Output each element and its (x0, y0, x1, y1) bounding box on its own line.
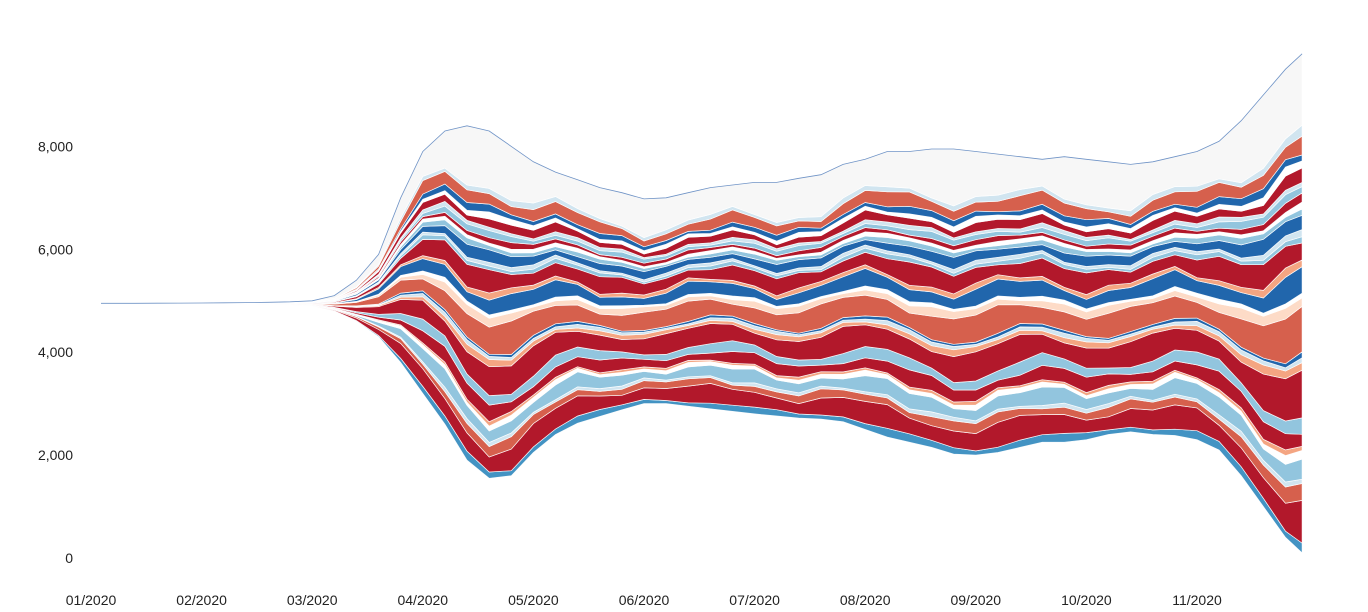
y-axis: 0 2,000 4,000 6,000 8,000 (38, 138, 73, 566)
y-tick-label: 2,000 (38, 447, 73, 463)
x-tick-label: 01/2020 (66, 592, 117, 608)
x-tick-label: 11/2020 (1172, 592, 1222, 608)
x-tick-label: 07/2020 (729, 592, 780, 608)
x-tick-label: 10/2020 (1061, 592, 1112, 608)
x-tick-label: 03/2020 (287, 592, 338, 608)
x-tick-label: 09/2020 (950, 592, 1001, 608)
y-tick-label: 8,000 (38, 138, 73, 154)
y-tick-label: 6,000 (38, 241, 73, 257)
stream-layers (101, 52, 1303, 554)
x-tick-label: 06/2020 (619, 592, 670, 608)
x-tick-label: 05/2020 (508, 592, 559, 608)
x-tick-label: 04/2020 (397, 592, 448, 608)
x-tick-label: 02/2020 (176, 592, 227, 608)
y-tick-label: 0 (65, 550, 73, 566)
stream-top-outline (101, 53, 1303, 304)
y-tick-label: 4,000 (38, 344, 73, 360)
x-tick-label: 08/2020 (840, 592, 891, 608)
x-axis: 01/2020 02/2020 03/2020 04/2020 05/2020 06/20… (66, 592, 1222, 608)
